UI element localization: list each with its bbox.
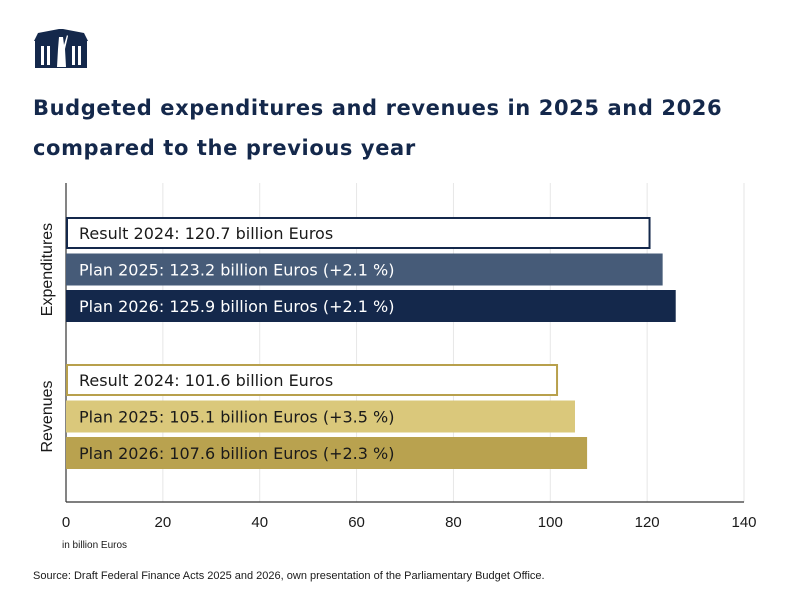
x-tick-label: 0: [62, 514, 70, 531]
bar: [66, 217, 651, 249]
x-tick-label: 140: [731, 514, 756, 531]
bar: [66, 364, 559, 396]
group-label-revenues: Revenues: [39, 380, 56, 452]
bar-data-label: Plan 2025: 105.1 billion Euros (+3.5 %): [79, 408, 394, 427]
bar-chart: 0 20 40 60 80 100 120 140 Expenditures Result 202…: [39, 183, 757, 531]
group-label-expenditures: Expenditures: [39, 223, 56, 316]
bar: [66, 290, 676, 322]
x-axis-label: in billion Euros: [62, 540, 128, 551]
bar-data-label: Plan 2025: 123.2 billion Euros (+2.1 %): [79, 261, 394, 280]
x-tick-label: 120: [635, 514, 660, 531]
bar: [66, 400, 575, 433]
source-note: Source: Draft Federal Finance Acts 2025 …: [33, 570, 545, 582]
x-tick-label: 40: [251, 514, 268, 531]
x-tick-label: 20: [155, 514, 172, 531]
bundestag-logo-icon: [34, 29, 88, 68]
x-tick-label: 100: [538, 514, 563, 531]
bar-data-label: Plan 2026: 107.6 billion Euros (+2.3 %): [79, 444, 394, 463]
bar-data-label: Result 2024: 120.7 billion Euros: [79, 224, 333, 243]
title-line-1: Budgeted expenditures and revenues in 20…: [33, 96, 723, 120]
x-tick-label: 80: [445, 514, 462, 531]
x-tick-label: 60: [348, 514, 365, 531]
bar: [66, 253, 663, 286]
bar-data-label: Plan 2026: 125.9 billion Euros (+2.1 %): [79, 297, 394, 316]
chart-title: Budgeted expenditures and revenues in 20…: [33, 88, 722, 168]
title-line-2: compared to the previous year: [33, 136, 416, 160]
bar: [66, 437, 588, 469]
bar-data-label: Result 2024: 101.6 billion Euros: [79, 371, 333, 390]
